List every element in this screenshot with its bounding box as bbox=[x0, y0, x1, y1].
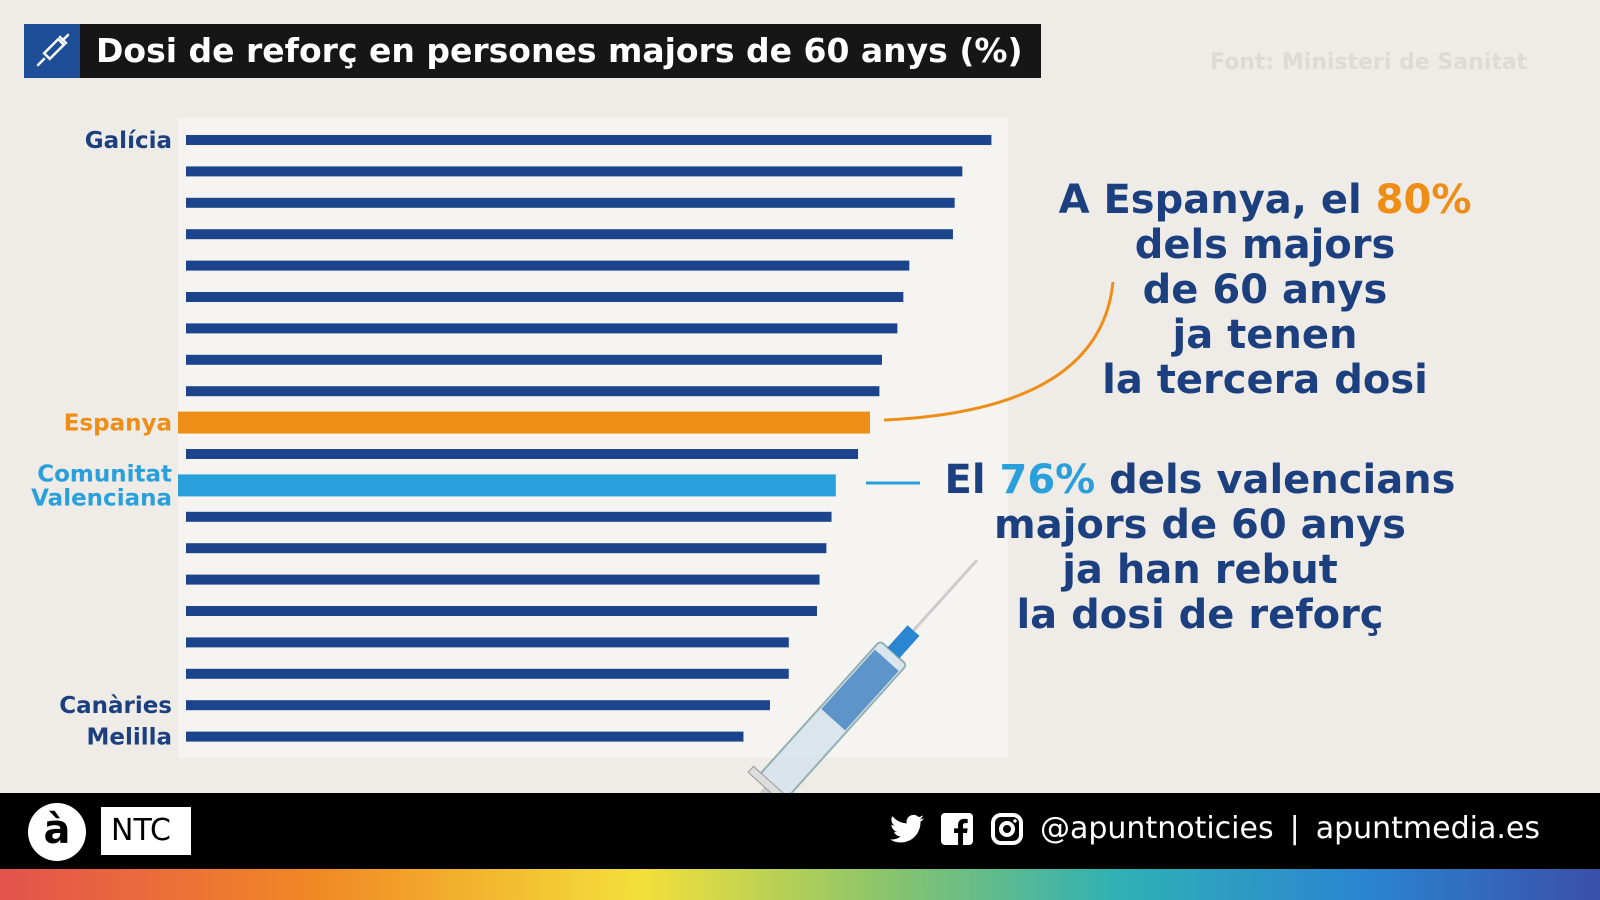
bar-region-15 bbox=[186, 574, 820, 585]
separator: | bbox=[1289, 811, 1300, 846]
annotation-text: El bbox=[944, 457, 1000, 503]
website-link[interactable]: apuntmedia.es bbox=[1315, 811, 1540, 846]
ntc-logo[interactable]: NTC bbox=[101, 807, 191, 855]
category-label: Comunitat bbox=[37, 461, 172, 487]
bar-region-11 bbox=[186, 449, 859, 459]
category-label: Valenciana bbox=[31, 485, 172, 511]
bar-espanya bbox=[178, 411, 870, 434]
source-note: Font: Ministeri de Sanitat bbox=[1210, 50, 1528, 75]
chart-title: Dosi de reforç en persones majors de 60 … bbox=[96, 31, 1023, 70]
annotation-text: ja han rebut bbox=[1062, 547, 1338, 593]
bar-region-2 bbox=[186, 166, 963, 177]
bar-melilla bbox=[186, 731, 744, 742]
footer: à NTC @apuntnoticies | apuntmedia.es bbox=[0, 793, 1600, 869]
category-label: Melilla bbox=[86, 725, 172, 751]
category-label: Canàries bbox=[59, 693, 172, 719]
valenciana-annotation: El 76% dels valencians majors de 60 anys… bbox=[920, 458, 1480, 638]
bar-region-6 bbox=[186, 292, 904, 302]
bar-canàries bbox=[186, 700, 770, 711]
bar-region-8 bbox=[186, 354, 882, 365]
category-label: Galícia bbox=[85, 128, 172, 154]
category-label: Espanya bbox=[64, 411, 172, 437]
syringe-illustration bbox=[708, 558, 979, 793]
twitter-icon[interactable] bbox=[889, 812, 924, 846]
social-handle[interactable]: @apuntnoticies bbox=[1039, 811, 1274, 846]
syringe-icon bbox=[24, 24, 80, 78]
bar-region-14 bbox=[186, 543, 827, 554]
annotation-text: dels majors bbox=[1134, 222, 1396, 268]
facebook-icon[interactable] bbox=[940, 812, 974, 846]
title-banner: Dosi de reforç en persones majors de 60 … bbox=[24, 24, 1041, 78]
social-links: @apuntnoticies | apuntmedia.es bbox=[889, 811, 1540, 846]
bar-comunitat-valenciana bbox=[178, 474, 836, 497]
bar-region-16 bbox=[186, 606, 817, 616]
apunt-logo[interactable]: à bbox=[28, 803, 86, 861]
instagram-icon[interactable] bbox=[990, 812, 1024, 846]
espanya-annotation: A Espanya, el 80% dels majors de 60 anys… bbox=[1040, 178, 1490, 403]
annotation-text: la tercera dosi bbox=[1102, 357, 1428, 403]
bar-region-18 bbox=[186, 668, 789, 679]
bar-region-3 bbox=[186, 197, 955, 208]
annotation-text: ja tenen bbox=[1172, 312, 1358, 358]
annotation-text: A Espanya, el bbox=[1058, 177, 1376, 223]
annotation-text: de 60 anys bbox=[1142, 267, 1388, 313]
espanya-connector bbox=[883, 281, 1115, 422]
annotation-text: majors de 60 anys bbox=[994, 502, 1406, 548]
bar-region-17 bbox=[186, 637, 789, 648]
bar-region-5 bbox=[186, 260, 910, 271]
annotation-highlight: 76% bbox=[999, 457, 1096, 503]
bar-region-7 bbox=[186, 323, 898, 334]
bar-region-13 bbox=[186, 511, 832, 522]
bar-region-4 bbox=[186, 229, 953, 240]
bar-region-9 bbox=[186, 386, 880, 397]
annotation-highlight: 80% bbox=[1375, 177, 1472, 223]
rainbow-stripe bbox=[0, 869, 1600, 900]
annotation-text: dels valencians bbox=[1095, 457, 1456, 503]
bar-galícia bbox=[186, 135, 992, 145]
annotation-text: la dosi de reforç bbox=[1016, 592, 1384, 638]
